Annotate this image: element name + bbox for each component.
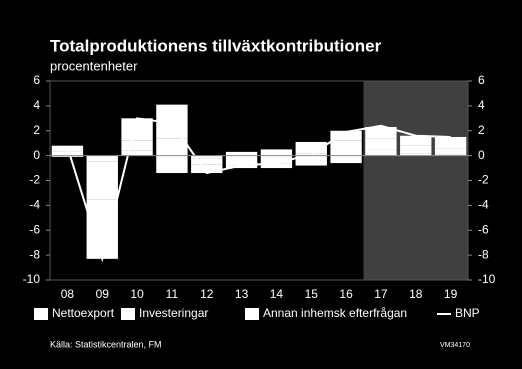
x-tick-label: 16 (339, 287, 353, 301)
bar-segment (86, 161, 118, 200)
bar-segment (434, 154, 467, 156)
x-tick-label: 10 (130, 287, 144, 301)
bar-segment (156, 155, 188, 174)
bar-segment (121, 118, 153, 141)
x-tick-label: 09 (96, 287, 110, 301)
bar-segment (191, 158, 223, 165)
y-tick-label: -4 (29, 198, 40, 212)
bar-segment (365, 127, 397, 139)
legend-label: Investeringar (139, 306, 208, 320)
x-tick-label: 12 (200, 287, 214, 301)
y-tick-label: -8 (29, 247, 40, 261)
bar-segment (260, 155, 293, 164)
y2-tick-label: -10 (478, 272, 496, 286)
line-series (66, 117, 451, 263)
bar-segment (260, 149, 293, 156)
bar-segment (365, 138, 397, 150)
bar-segment (156, 138, 188, 156)
bar-segment (191, 164, 223, 174)
bar-segment (400, 153, 432, 156)
bar-segment (121, 150, 153, 156)
x-tick-label: 13 (235, 287, 249, 301)
bar-segment (330, 140, 362, 156)
bar-segment (225, 165, 258, 169)
legend-swatch (34, 308, 48, 320)
y2-tick-label: -2 (478, 173, 489, 187)
y-tick-label: -2 (29, 173, 40, 187)
y-tick-label: -10 (23, 272, 41, 286)
x-tick-label: 08 (61, 287, 75, 301)
y2-tick-label: 0 (478, 148, 485, 162)
bar-segment (225, 155, 258, 166)
bar-segment (86, 199, 118, 259)
chart-subtitle: procentenheter (50, 58, 138, 73)
bar-segment (51, 151, 84, 156)
x-tick-label: 17 (374, 287, 388, 301)
bar-segment (400, 145, 432, 154)
y2-tick-label: 6 (478, 73, 485, 87)
y-tick-label: 6 (33, 73, 40, 87)
x-tick-label: 11 (166, 287, 179, 301)
y2-tick-label: 4 (478, 98, 485, 112)
bar-segment (295, 155, 327, 166)
y-tick-label: 0 (33, 148, 40, 162)
legend-swatch (121, 308, 135, 320)
x-tick-label: 18 (409, 287, 423, 301)
bar-segment (51, 155, 84, 157)
bar-segment (434, 148, 467, 155)
y-tick-label: -6 (29, 222, 40, 236)
legend-swatch (245, 308, 259, 320)
bar-segment (191, 155, 223, 159)
bar-segment (330, 130, 362, 141)
x-tick-label: 14 (270, 287, 284, 301)
y-tick-label: 2 (33, 123, 40, 137)
bar-segment (365, 149, 397, 156)
source: Källa: Statistikcentralen, FM (50, 339, 162, 349)
bar-segment (434, 136, 467, 149)
legend-label: Annan inhemsk efterfrågan (263, 306, 407, 320)
chart-title: Totalproduktionens tillväxtkontributione… (50, 36, 382, 55)
bar-segment (260, 163, 293, 169)
chart-code: VM34170 (440, 342, 470, 349)
bar-segment (86, 155, 118, 162)
bar-segment (121, 140, 153, 151)
y2-tick-label: 2 (478, 123, 485, 137)
x-tick-label: 19 (444, 287, 458, 301)
forecast-shade (363, 81, 468, 280)
y-tick-label: 4 (33, 98, 40, 112)
y2-tick-label: -4 (478, 198, 489, 212)
bar-segment (400, 135, 432, 146)
y2-tick-label: -6 (478, 222, 489, 236)
legend-label: BNP (455, 306, 480, 320)
bar-segment (225, 151, 258, 156)
y2-tick-label: -8 (478, 247, 489, 261)
x-tick-label: 15 (305, 287, 319, 301)
legend-label: Nettoexport (52, 306, 115, 320)
bar-segment (295, 141, 327, 154)
bar-segment (330, 155, 362, 164)
